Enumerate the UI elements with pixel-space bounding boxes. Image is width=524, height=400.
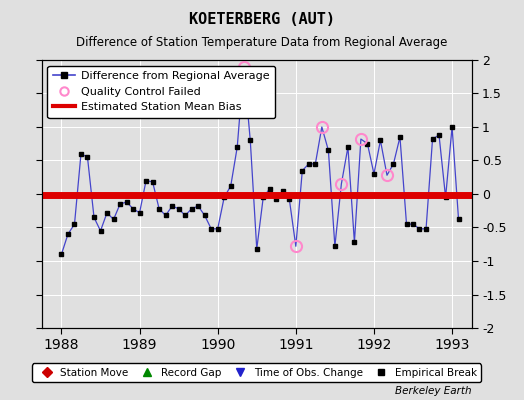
Text: Difference of Station Temperature Data from Regional Average: Difference of Station Temperature Data f…	[77, 36, 447, 49]
Y-axis label: Monthly Temperature Anomaly Difference (°C): Monthly Temperature Anomaly Difference (…	[523, 73, 524, 315]
Text: Berkeley Earth: Berkeley Earth	[395, 386, 472, 396]
Text: KOETERBERG (AUT): KOETERBERG (AUT)	[189, 12, 335, 27]
Legend: Station Move, Record Gap, Time of Obs. Change, Empirical Break: Station Move, Record Gap, Time of Obs. C…	[32, 364, 481, 382]
